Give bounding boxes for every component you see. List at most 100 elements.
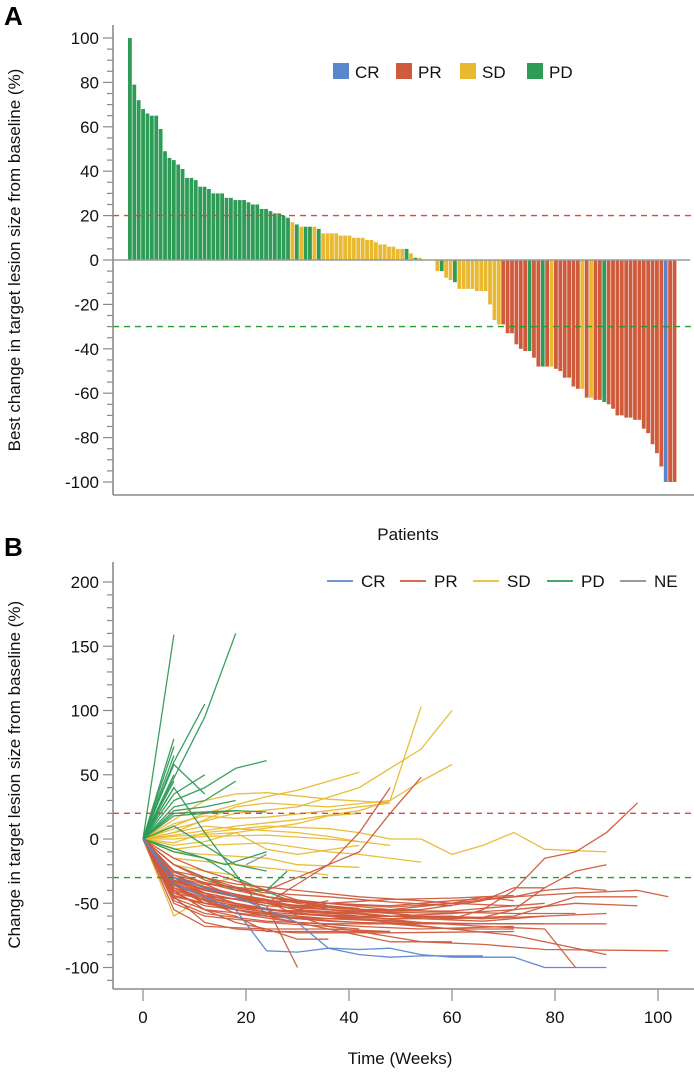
y-tick-label: 0: [90, 251, 99, 270]
bar: [646, 260, 651, 434]
bar: [602, 260, 607, 403]
bar: [185, 177, 189, 260]
y-tick-label: 200: [71, 573, 99, 592]
bar: [400, 248, 405, 260]
line-series: [142, 633, 669, 969]
y-tick-label: 20: [80, 207, 99, 226]
bar: [373, 242, 378, 260]
bar: [145, 113, 150, 260]
bar: [514, 260, 519, 345]
y-tick-label: 100: [71, 702, 99, 721]
series-line-pr: [142, 838, 391, 933]
y-tick-label: 100: [71, 29, 99, 48]
panel-b-axes: 200 150 100 50 0 -50 -100 0 20 40 60 80 100: [65, 562, 694, 1027]
series-line-pr: [142, 838, 607, 925]
bar: [193, 180, 198, 260]
legend-swatch-cr: [333, 63, 349, 79]
bar: [624, 260, 629, 418]
bar: [211, 193, 216, 260]
series-line-pr: [142, 838, 453, 907]
y-tick-label: 50: [80, 766, 99, 785]
x-tick-label: 0: [138, 1008, 147, 1027]
y-tick-label: 150: [71, 637, 99, 656]
panel-b: B 200 150 100 50 0 -50 -100 0 20 40 60 80 100 Change…: [4, 532, 694, 1068]
panel-a: A 100 80 60 40 20 0 -20 -40 -60 -80 -100 Best chan…: [4, 1, 694, 544]
y-tick-label: -80: [74, 429, 99, 448]
bar: [558, 260, 563, 371]
x-tick-label: 20: [237, 1008, 256, 1027]
panel-b-letter: B: [4, 532, 23, 562]
series-line-sd: [142, 802, 391, 840]
series-line-sd: [142, 710, 453, 840]
series-line-pr: [142, 838, 422, 920]
bar: [351, 237, 356, 260]
bar: [215, 193, 220, 260]
y-tick-label: -60: [74, 384, 99, 403]
x-axis-title: Time (Weeks): [348, 1049, 453, 1068]
legend-label-sd: SD: [507, 572, 531, 591]
bar: [149, 115, 154, 260]
series-line-sd: [142, 825, 391, 847]
legend-label-pr: PR: [434, 572, 458, 591]
bar: [668, 260, 673, 482]
bar: [571, 260, 576, 387]
series-line-sd: [142, 792, 391, 840]
series-line-sd: [143, 834, 360, 843]
bar: [330, 233, 334, 260]
bar: [593, 260, 598, 400]
bar: [637, 260, 642, 420]
series-line-pr: [142, 838, 638, 920]
bar: [453, 260, 457, 283]
x-tick-label: 100: [644, 1008, 672, 1027]
bar: [233, 200, 238, 260]
y-tick-label: 80: [80, 73, 99, 92]
bar: [255, 204, 260, 260]
bar: [395, 248, 400, 260]
bar: [299, 226, 304, 260]
bar: [641, 260, 646, 429]
legend-swatch-sd: [460, 63, 476, 79]
bar: [444, 260, 449, 278]
bar: [382, 244, 387, 260]
x-tick-label: 40: [340, 1008, 359, 1027]
bar: [356, 237, 361, 260]
bar: [277, 213, 282, 260]
series-line-sd: [142, 812, 360, 840]
bar: [562, 260, 567, 378]
bar: [229, 197, 233, 260]
bar: [597, 260, 602, 400]
bar: [540, 260, 545, 367]
bar: [334, 233, 339, 260]
bar: [461, 260, 466, 289]
bar: [554, 260, 558, 369]
y-tick-label: -20: [74, 295, 99, 314]
series-line-ne: [245, 853, 267, 866]
series-line-pr: [142, 838, 422, 925]
bar: [615, 260, 620, 416]
series-line-pd: [142, 838, 267, 866]
bar: [154, 115, 159, 260]
bar: [308, 226, 312, 260]
legend-swatch-pr: [396, 63, 412, 79]
bar: [536, 260, 541, 367]
y-tick-label: -50: [74, 894, 99, 913]
bar: [589, 260, 593, 398]
bar: [303, 226, 308, 260]
bar: [672, 260, 677, 482]
bar: [488, 260, 492, 305]
y-tick-label: 0: [90, 830, 99, 849]
series-line-pr: [142, 838, 360, 930]
legend-label-cr: CR: [361, 572, 386, 591]
bar: [343, 235, 347, 260]
bar: [435, 260, 440, 272]
legend: CR PR SD PD: [333, 63, 573, 82]
y-tick-label: 60: [80, 118, 99, 137]
legend-label-pr: PR: [418, 63, 442, 82]
panel-a-axes: 100 80 60 40 20 0 -20 -40 -60 -80 -100: [65, 25, 694, 496]
series-line-pd: [142, 780, 237, 840]
bar: [171, 160, 176, 260]
bar: [518, 260, 523, 349]
series-line-pd: [142, 634, 175, 840]
bar: [457, 260, 462, 289]
